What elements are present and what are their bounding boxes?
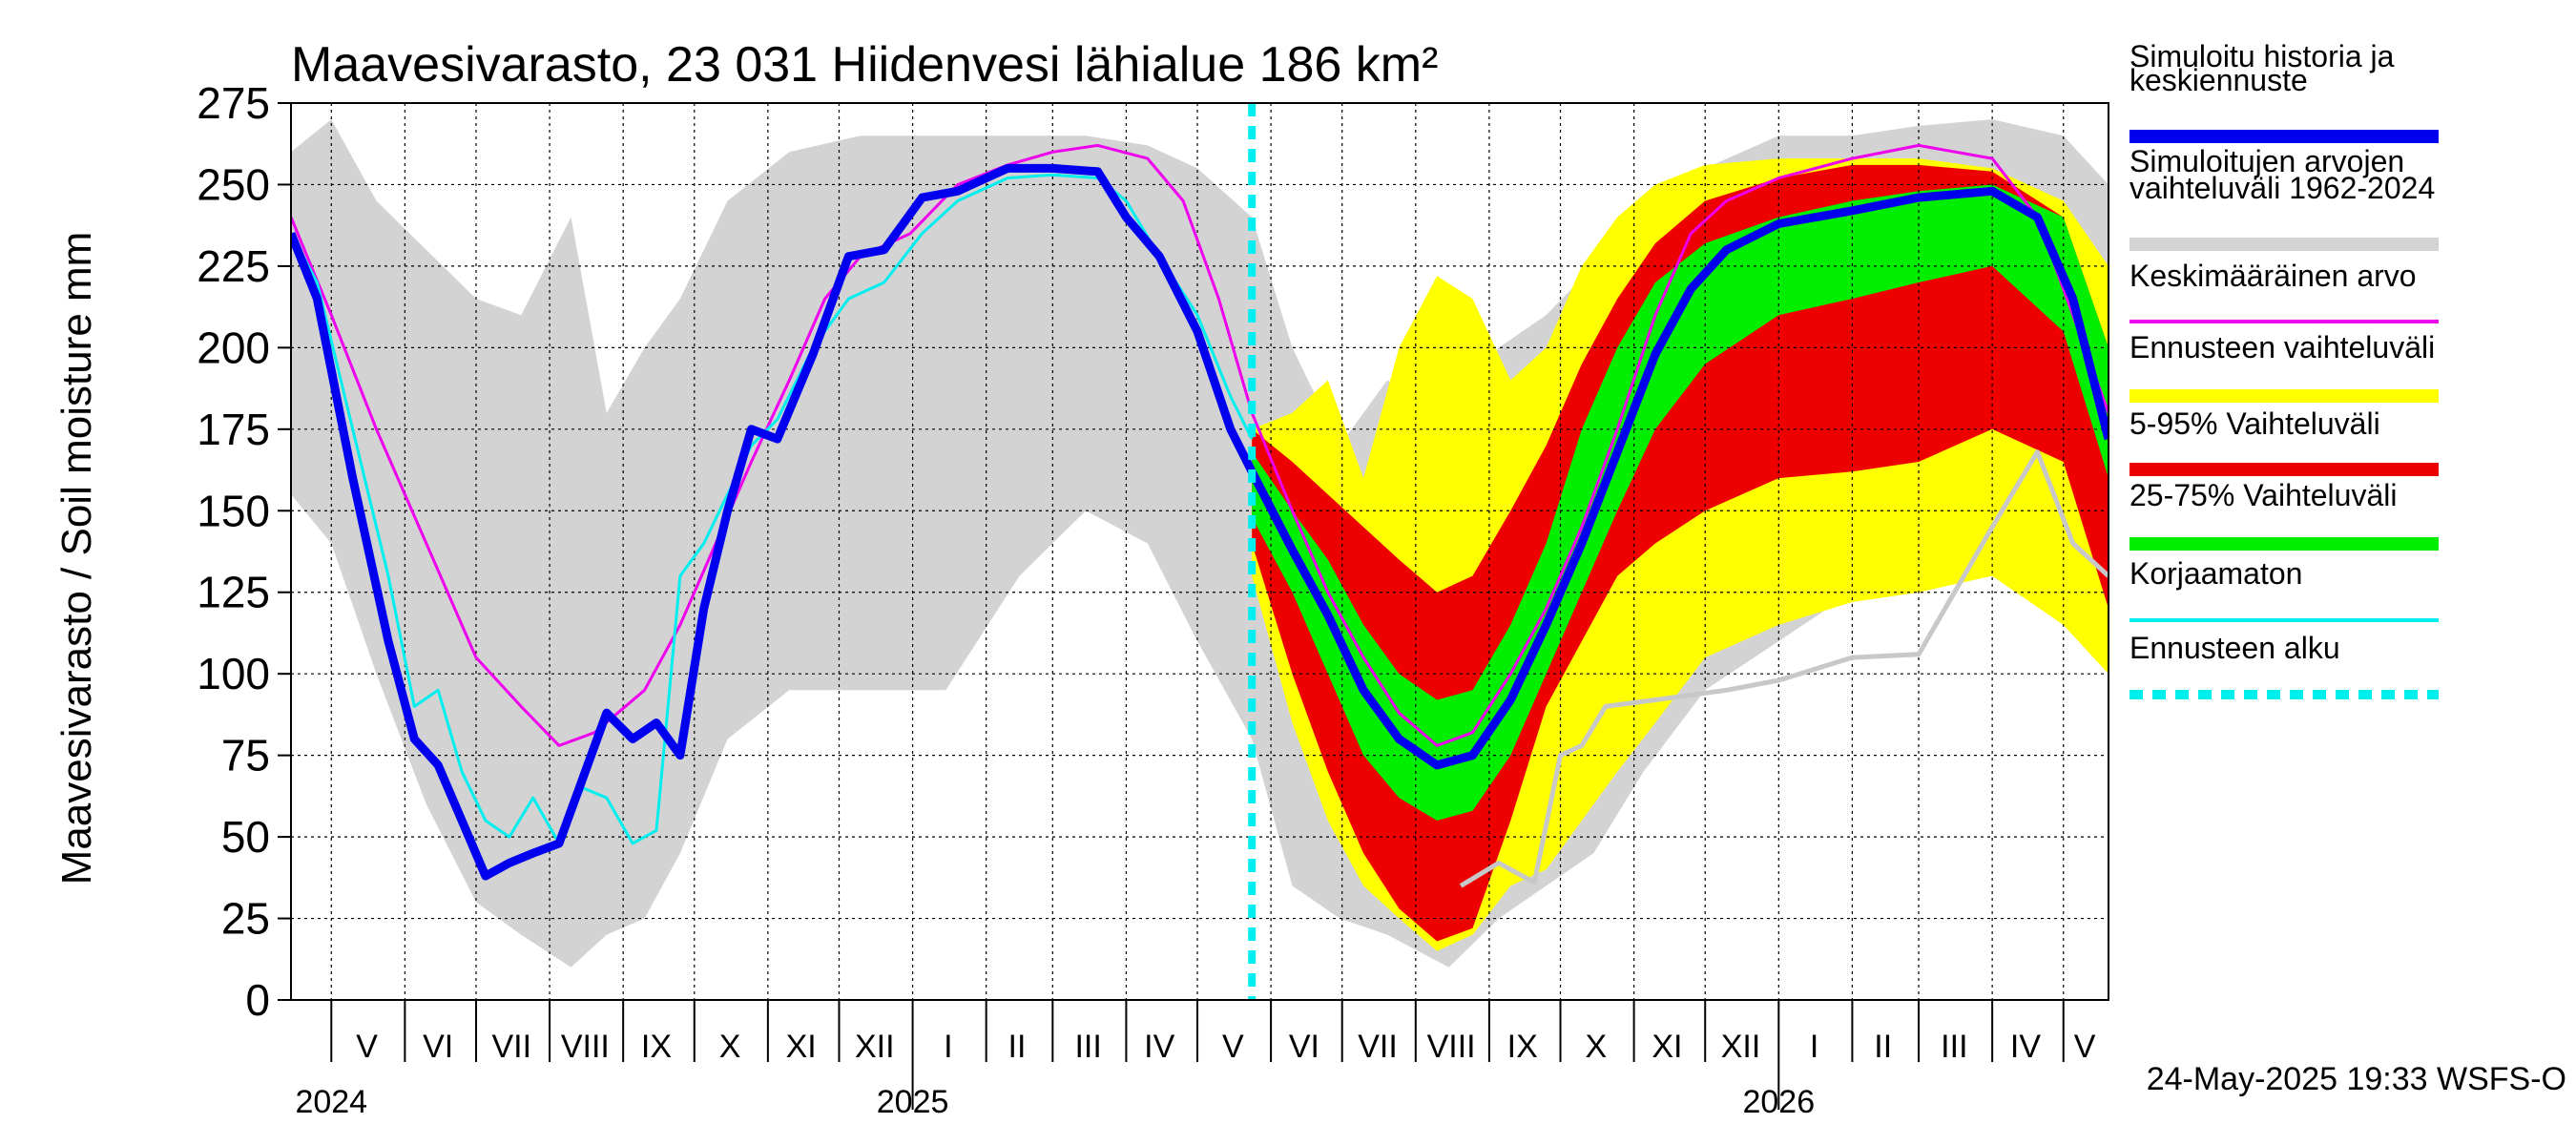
y-tick-label: 175: [197, 405, 270, 454]
month-label: II: [1008, 1029, 1027, 1065]
month-label: X: [1585, 1029, 1607, 1065]
plot-frame: [290, 102, 2109, 1001]
legend-label: keskiennuste: [2129, 63, 2308, 97]
footer-timestamp: 24-May-2025 19:33 WSFS-O: [2147, 1061, 2566, 1097]
line-uncorrected: [291, 173, 1254, 845]
month-label: III: [1941, 1029, 1967, 1065]
line-simulated: [291, 163, 2109, 881]
y-tick-label: 200: [197, 323, 270, 372]
legend-label: 25-75% Vaihteluväli: [2129, 478, 2397, 512]
y-tick-label: 150: [197, 486, 270, 535]
legend-label: Simuloitu historia ja: [2129, 39, 2395, 73]
month-label: IX: [641, 1029, 672, 1065]
year-label: 2026: [1742, 1084, 1815, 1120]
y-tick-label: 75: [221, 731, 270, 781]
month-label: VI: [1289, 1029, 1319, 1065]
month-label: VII: [491, 1029, 531, 1065]
y-tick-label: 100: [197, 649, 270, 698]
year-label: 2024: [295, 1084, 367, 1120]
chart-title: Maavesivarasto, 23 031 Hiidenvesi lähial…: [291, 37, 1438, 93]
plot-series: [291, 103, 2109, 1000]
legend-label: 5-95% Vaihteluväli: [2129, 406, 2380, 441]
y-axis-label: Maavesivarasto / Soil moisture mm: [53, 232, 100, 885]
month-label: VIII: [1427, 1029, 1476, 1065]
y-tick-label: 275: [197, 78, 270, 128]
month-label: X: [719, 1029, 741, 1065]
month-label: I: [1810, 1029, 1818, 1065]
month-label: IV: [2010, 1029, 2041, 1065]
year-label: 2025: [877, 1084, 949, 1120]
month-label: V: [356, 1029, 378, 1065]
month-label: V: [2074, 1029, 2096, 1065]
month-label: VIII: [561, 1029, 610, 1065]
legend-label: Korjaamaton: [2129, 556, 2302, 591]
y-tick-label: 25: [221, 894, 270, 944]
legend-label: Ennusteen alku: [2129, 631, 2340, 665]
month-label: IV: [1144, 1029, 1174, 1065]
month-label: I: [944, 1029, 952, 1065]
month-label: V: [1222, 1029, 1244, 1065]
y-tick-label: 125: [197, 568, 270, 617]
legend-label: Ennusteen vaihteluväli: [2129, 330, 2435, 364]
y-tick-label: 250: [197, 159, 270, 209]
y-tick-label: 0: [245, 975, 270, 1025]
y-tick-label: 225: [197, 241, 270, 291]
month-label: XII: [1721, 1029, 1761, 1065]
month-label: II: [1874, 1029, 1892, 1065]
month-label: VI: [423, 1029, 453, 1065]
legend-label: Simuloitujen arvojen: [2129, 144, 2404, 178]
month-label: XII: [855, 1029, 895, 1065]
month-label: IX: [1507, 1029, 1538, 1065]
month-label: VII: [1358, 1029, 1398, 1065]
legend-label: vaihteluväli 1962-2024: [2129, 171, 2435, 205]
legend-label: Keskimääräinen arvo: [2129, 259, 2417, 293]
month-label: III: [1074, 1029, 1101, 1065]
line-uncorrected_hist: [1459, 449, 2109, 888]
month-label: XI: [786, 1029, 817, 1065]
grid: [291, 103, 2109, 1000]
y-tick-label: 50: [221, 812, 270, 862]
month-label: XI: [1652, 1029, 1682, 1065]
